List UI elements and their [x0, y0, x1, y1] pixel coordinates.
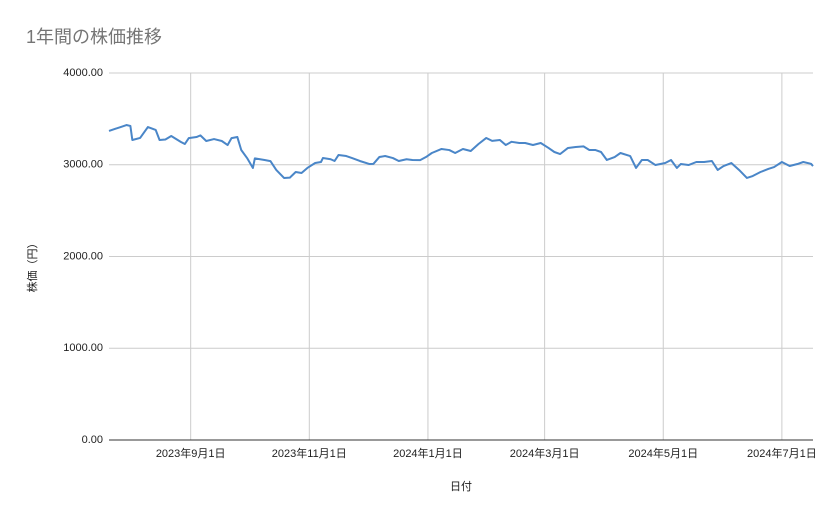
y-tick-label: 4000.00 [63, 67, 103, 79]
y-tick-label: 0.00 [82, 434, 103, 446]
x-tick-label: 2024年1月1日 [393, 446, 463, 460]
chart-title: 1年間の株価推移 [26, 27, 162, 47]
y-tick-label: 2000.00 [63, 250, 103, 262]
x-tick-label: 2024年5月1日 [628, 446, 698, 460]
x-tick-label: 2023年9月1日 [156, 446, 226, 460]
x-axis-label: 日付 [450, 480, 472, 493]
y-tick-label: 1000.00 [63, 342, 103, 354]
y-axis-label: 株価（円） [25, 238, 39, 293]
x-tick-label: 2023年11月1日 [272, 446, 347, 460]
x-tick-label: 2024年7月1日 [747, 446, 817, 460]
series-line [108, 124, 814, 179]
x-tick-label: 2024年3月1日 [510, 446, 580, 460]
y-tick-label: 3000.00 [63, 159, 103, 171]
